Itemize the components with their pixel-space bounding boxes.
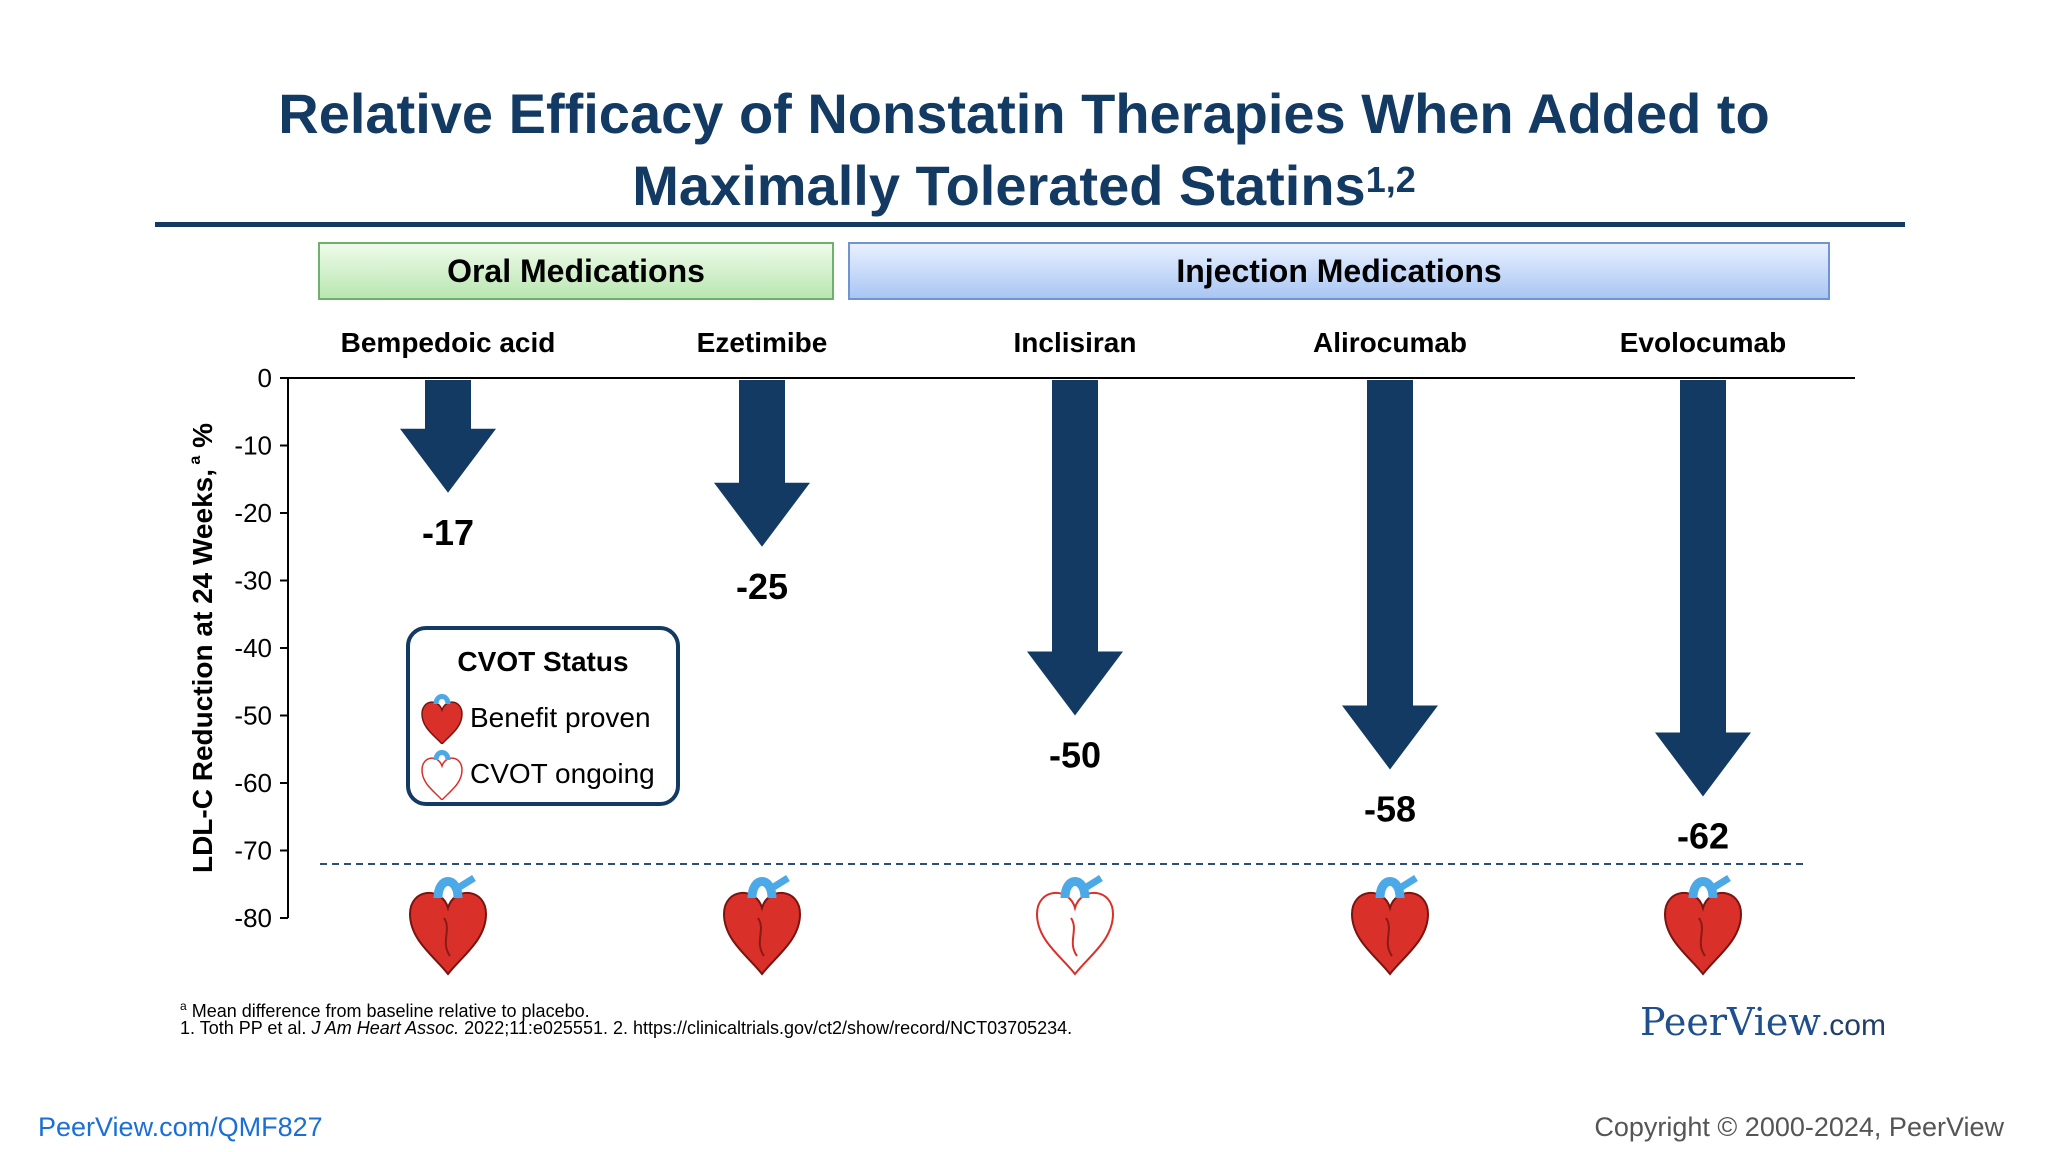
y-axis-title: LDL-C Reduction at 24 Weeks, a % [187, 423, 218, 873]
heart-vessel [1083, 875, 1103, 891]
title-line-1: Relative Efficacy of Nonstatin Therapies… [278, 82, 1770, 145]
heart-artery [1385, 917, 1393, 957]
heart-benefit-icon [408, 875, 488, 976]
oral-medications-header: Oral Medications [318, 242, 834, 300]
y-tick-label: -40 [234, 633, 272, 663]
heart-artery [1698, 917, 1706, 957]
y-axis-title-text: LDL-C Reduction at 24 Weeks, [187, 469, 218, 873]
heart-aorta [1375, 877, 1405, 899]
y-tick-label: -10 [234, 431, 272, 461]
peerview-logo: PeerView.com [1640, 1000, 1886, 1044]
chart-marks: Bempedoic acid -17 Ezetimibe -25 Inclisiran -… [341, 327, 1786, 976]
heart-aorta [1688, 877, 1718, 899]
heart-benefit-icon [1663, 875, 1743, 976]
y-tick-label: -70 [234, 836, 272, 866]
heart-artery [443, 917, 451, 957]
value-label: -50 [1049, 735, 1101, 776]
heart-aorta [1060, 877, 1090, 899]
legend-row-ongoing: CVOT ongoing [420, 748, 655, 800]
heart-ongoing-icon [421, 750, 463, 800]
reduction-arrow [1027, 380, 1123, 716]
heart-vessel [456, 875, 476, 891]
heart-artery [757, 917, 765, 957]
category-label: Evolocumab [1620, 327, 1786, 358]
y-axis-title-superscript: a [187, 456, 204, 469]
heart-vessel [1711, 875, 1731, 891]
footnote-refs: 1. Toth PP et al. J Am Heart Assoc. 2022… [180, 1017, 1072, 1039]
cvot-legend: CVOT Status Benefit proven CVOT ongoing [406, 626, 680, 806]
legend-benefit-label: Benefit proven [470, 702, 651, 733]
footnote-a-marker: a [180, 999, 187, 1013]
category-label: Bempedoic acid [341, 327, 556, 358]
value-label: -62 [1677, 816, 1729, 857]
reduction-arrow [1655, 380, 1751, 797]
heart-vessel [770, 875, 790, 891]
heart-benefit-icon [722, 875, 802, 976]
legend-ongoing-label: CVOT ongoing [470, 758, 655, 789]
category-label: Inclisiran [1014, 327, 1137, 358]
peerview-link[interactable]: PeerView.com/QMF827 [38, 1112, 323, 1142]
footnote-a: a Mean difference from baseline relative… [180, 995, 590, 1022]
heart-benefit-icon [1350, 875, 1430, 976]
y-axis-title-unit: % [187, 423, 218, 456]
title-superscript: 1,2 [1365, 159, 1416, 200]
heart-body [408, 891, 488, 976]
footnote-ref-1-rest: 2022;11:e025551. 2. https://clinicaltria… [464, 1018, 1073, 1038]
legend-row-benefit: Benefit proven [420, 692, 651, 744]
heart-body [1350, 891, 1430, 976]
reduction-arrow [714, 380, 810, 547]
y-tick-label: -30 [234, 566, 272, 596]
y-tick-label: -20 [234, 498, 272, 528]
title-divider [155, 222, 1905, 227]
category-label: Alirocumab [1313, 327, 1467, 358]
y-tick-label: -50 [234, 701, 272, 731]
legend-title: CVOT Status [457, 646, 629, 677]
heart-ongoing-icon [1035, 875, 1115, 976]
y-tick-label: -80 [234, 903, 272, 933]
injection-medications-header: Injection Medications [848, 242, 1830, 300]
heart-body [1663, 891, 1743, 976]
footnote-ref-1: 1. Toth PP et al. [180, 1018, 307, 1038]
brand-name: PeerView [1640, 1000, 1821, 1044]
category-label: Ezetimibe [697, 327, 828, 358]
brand-suffix: .com [1820, 1009, 1886, 1042]
title-line-2: Maximally Tolerated Statins1,2 [0, 150, 2048, 222]
value-label: -25 [736, 566, 788, 607]
value-label: -17 [422, 512, 474, 553]
reduction-arrow [1342, 380, 1438, 770]
footnote-ref-1-journal: J Am Heart Assoc. [311, 1018, 460, 1038]
chart-axes: 0 -10 -20 -30 -40 -50 -60 -70 -80 LDL-C Reduction… [187, 363, 1855, 933]
heart-vessel [1398, 875, 1418, 891]
value-label: -58 [1364, 789, 1416, 830]
heart-body [722, 891, 802, 976]
copyright-text: Copyright © 2000-2024, PeerView [1594, 1112, 2004, 1142]
footnote-a-text: Mean difference from baseline relative t… [191, 1001, 590, 1021]
heart-aorta [747, 877, 777, 899]
title-line-2-text: Maximally Tolerated Statins [632, 154, 1366, 217]
heart-artery [1070, 917, 1078, 957]
y-tick-label: -60 [234, 768, 272, 798]
heart-aorta [433, 877, 463, 899]
reduction-arrow [400, 380, 496, 493]
slide-title: Relative Efficacy of Nonstatin Therapies… [0, 78, 2048, 222]
heart-body [1035, 891, 1115, 976]
heart-benefit-icon [421, 694, 463, 744]
y-tick-label: 0 [258, 363, 272, 393]
